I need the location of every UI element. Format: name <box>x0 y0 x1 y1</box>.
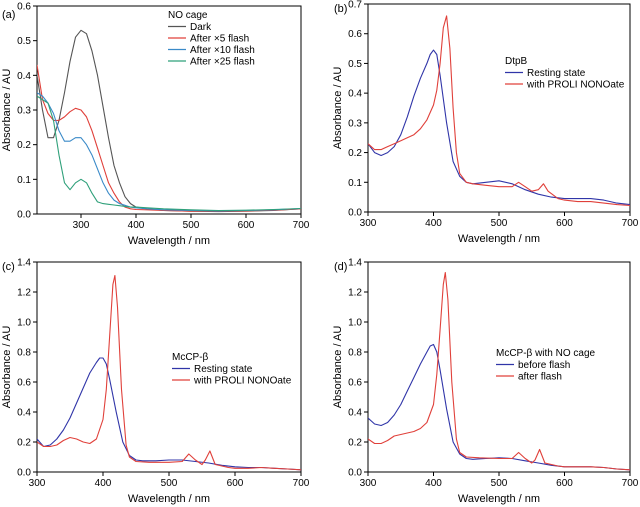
legend-entry: After ×10 flash <box>190 45 255 56</box>
y-axis-label: Absorbance / AU <box>1 326 13 409</box>
x-tick-label: 600 <box>556 218 573 229</box>
legend-entry: Resting state <box>527 68 586 79</box>
y-tick-label: 0.1 <box>17 175 31 186</box>
series-line-2 <box>368 15 630 207</box>
plot-frame <box>36 5 302 215</box>
series-line-1 <box>37 357 301 471</box>
y-tick-label: 0.0 <box>348 468 362 479</box>
y-tick-label: 0.6 <box>348 378 362 389</box>
y-tick-label: 1.0 <box>17 318 31 329</box>
y-tick-label: 1.2 <box>348 288 362 299</box>
x-tick-label: 700 <box>622 478 639 489</box>
series-line-4 <box>37 95 301 212</box>
y-tick-label: 0.4 <box>17 408 31 419</box>
x-tick-label: 400 <box>425 478 442 489</box>
legend-title: McCP-β <box>172 352 209 363</box>
x-tick-label: 300 <box>73 220 90 231</box>
x-tick-label: 700 <box>622 218 639 229</box>
y-tick-label: 0.6 <box>17 2 31 13</box>
legend-entry: Resting state <box>194 364 253 375</box>
y-axis-label: Absorbance / AU <box>332 326 344 409</box>
x-tick-label: 500 <box>491 218 508 229</box>
legend-entry: Dark <box>190 22 212 33</box>
y-tick-label: 0.2 <box>17 140 31 151</box>
y-tick-label: 1.2 <box>17 288 31 299</box>
y-tick-label: 0.2 <box>348 438 362 449</box>
y-tick-label: 0.4 <box>17 71 31 82</box>
y-tick-label: 0.8 <box>348 348 362 359</box>
x-tick-label: 600 <box>238 220 255 231</box>
x-tick-label: 600 <box>227 478 244 489</box>
legend-entry: After ×25 flash <box>190 57 255 68</box>
panel-label: (c) <box>2 261 15 273</box>
y-tick-label: 1.4 <box>17 258 31 269</box>
y-tick-label: 0.2 <box>17 438 31 449</box>
y-tick-label: 1.4 <box>348 258 362 269</box>
x-tick-label: 400 <box>95 478 112 489</box>
series-line-3 <box>37 92 301 212</box>
x-tick-label: 500 <box>161 478 178 489</box>
series-line-2 <box>37 274 301 471</box>
x-tick-label: 700 <box>293 478 310 489</box>
y-tick-label: 0.0 <box>17 210 31 221</box>
x-tick-label: 300 <box>29 478 46 489</box>
series-line-1 <box>37 29 301 213</box>
y-tick-label: 0.6 <box>17 378 31 389</box>
y-tick-label: 1.0 <box>348 318 362 329</box>
series-line-2 <box>37 64 301 212</box>
legend-entry: with PROLI NONOate <box>526 80 625 91</box>
y-tick-label: 0.4 <box>348 408 362 419</box>
x-tick-label: 600 <box>556 478 573 489</box>
plot-frame <box>367 261 631 473</box>
x-tick-label: 400 <box>128 220 145 231</box>
series-line-1 <box>368 343 630 471</box>
x-axis-label: Wavelength / nm <box>128 493 210 505</box>
x-tick-label: 500 <box>183 220 200 231</box>
y-axis-label: Absorbance / AU <box>1 69 13 152</box>
y-tick-label: 0.5 <box>348 59 362 70</box>
legend-entry: After ×5 flash <box>190 34 249 45</box>
panel-label: (a) <box>2 9 15 21</box>
y-tick-label: 0.5 <box>17 36 31 47</box>
y-tick-label: 0.2 <box>348 148 362 159</box>
y-tick-label: 0.8 <box>17 348 31 359</box>
y-tick-label: 0.3 <box>348 118 362 129</box>
legend-entry: before flash <box>518 360 570 371</box>
x-axis-label: Wavelength / nm <box>458 233 540 245</box>
legend-entry: with PROLI NONOate <box>193 376 292 387</box>
series-line-2 <box>368 271 630 471</box>
y-tick-label: 0.6 <box>348 29 362 40</box>
legend-title: McCP-β with NO cage <box>496 348 596 359</box>
legend-entry: after flash <box>518 372 562 383</box>
x-tick-label: 300 <box>360 218 377 229</box>
series-line-1 <box>368 49 630 206</box>
panel-label: (d) <box>334 261 347 273</box>
y-tick-label: 0.3 <box>17 106 31 117</box>
y-axis-label: Absorbance / AU <box>332 67 344 150</box>
legend-title: DtpB <box>505 56 528 67</box>
y-tick-label: 0.4 <box>348 89 362 100</box>
x-tick-label: 300 <box>360 478 377 489</box>
y-tick-label: 0.0 <box>348 208 362 219</box>
x-axis-label: Wavelength / nm <box>458 493 540 505</box>
x-tick-label: 700 <box>293 220 310 231</box>
x-axis-label: Wavelength / nm <box>128 235 210 247</box>
y-tick-label: 0.1 <box>348 178 362 189</box>
plot-frame <box>36 261 302 473</box>
y-tick-label: 0.7 <box>348 0 362 11</box>
legend-title: NO cage <box>168 10 208 21</box>
x-tick-label: 500 <box>491 478 508 489</box>
y-tick-label: 0.0 <box>17 468 31 479</box>
x-tick-label: 400 <box>425 218 442 229</box>
panel-label: (b) <box>334 3 347 15</box>
